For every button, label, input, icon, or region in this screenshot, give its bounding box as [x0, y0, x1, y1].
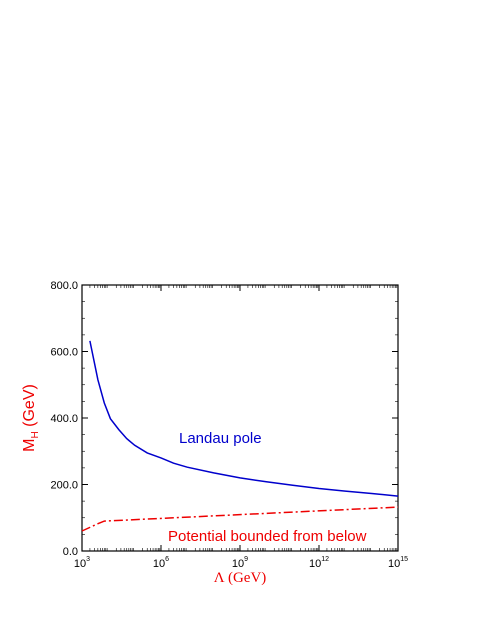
- y-tick-label: 600.0: [50, 347, 78, 359]
- y-axis-label: MH (GeV): [21, 384, 41, 452]
- annotation-landau-pole: Landau pole: [179, 430, 262, 447]
- y-tick-label: 800.0: [50, 280, 78, 292]
- series-line-0: [89, 340, 399, 497]
- x-tick-label: 1012: [309, 556, 329, 570]
- x-tick-label: 103: [74, 556, 90, 570]
- x-axis-label: Λ (GeV): [214, 570, 267, 586]
- y-axis-label-sub: H: [30, 431, 41, 438]
- series-line-1: [81, 506, 399, 532]
- svg-text:MH (GeV): MH (GeV): [21, 384, 41, 452]
- y-tick-label: 0.0: [63, 546, 78, 558]
- annotation-potential-bounded: Potential bounded from below: [168, 528, 367, 545]
- y-tick-label: 400.0: [50, 413, 78, 425]
- y-tick-label: 200.0: [50, 480, 78, 492]
- plot-frame: [81, 284, 399, 552]
- x-tick-label: 1015: [388, 556, 408, 570]
- y-axis-label-main: M: [21, 439, 38, 452]
- x-tick-label: 109: [232, 556, 248, 570]
- x-tick-label: 106: [153, 556, 169, 570]
- y-axis-label-unit: (GeV): [21, 384, 38, 431]
- axis-ticks: 103 106 109 1012 1015 0.0 200.0 400.0 600.0 800.0: [50, 280, 408, 570]
- series-group: [81, 340, 399, 532]
